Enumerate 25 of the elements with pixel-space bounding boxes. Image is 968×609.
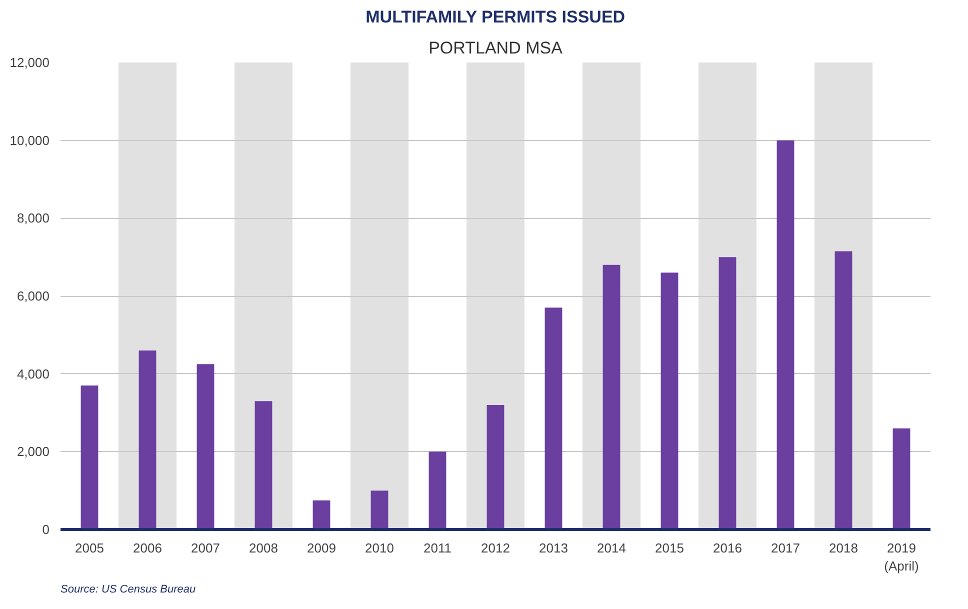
x-tick-label: 2013 (539, 540, 568, 556)
x-tick-label: 2006 (133, 540, 162, 556)
y-tick-label: 6,000 (16, 288, 50, 304)
y-tick-label: 12,000 (10, 55, 50, 70)
y-tick-label: 4,000 (16, 366, 50, 382)
x-tick-label: 2010 (365, 540, 394, 556)
x-tick-label: 2008 (249, 540, 278, 556)
x-tick-label: 2019 (April) (884, 540, 919, 574)
x-tick-label: 2014 (597, 540, 626, 556)
x-tick-label: 2018 (829, 540, 858, 556)
y-tick-label: 8,000 (16, 210, 50, 226)
x-tick-label: 2009 (307, 540, 336, 556)
x-tick-label: 2007 (191, 540, 220, 556)
x-tick-label: 2011 (424, 540, 452, 556)
y-tick-label: 0 (42, 522, 50, 537)
y-tick-label: 10,000 (10, 132, 50, 148)
x-tick-label: 2005 (75, 540, 104, 556)
x-tick-label: 2016 (713, 540, 742, 556)
y-tick-label: 2,000 (16, 444, 50, 460)
chart-subtitle: PORTLAND MSA (428, 38, 564, 58)
x-tick-label: 2015 (655, 540, 684, 556)
chart-title: MULTIFAMILY PERMITS ISSUED (366, 8, 626, 26)
source-note: Source: US Census Bureau (60, 584, 196, 596)
x-tick-label: 2012 (481, 540, 510, 556)
x-tick-label: 2017 (771, 540, 800, 556)
